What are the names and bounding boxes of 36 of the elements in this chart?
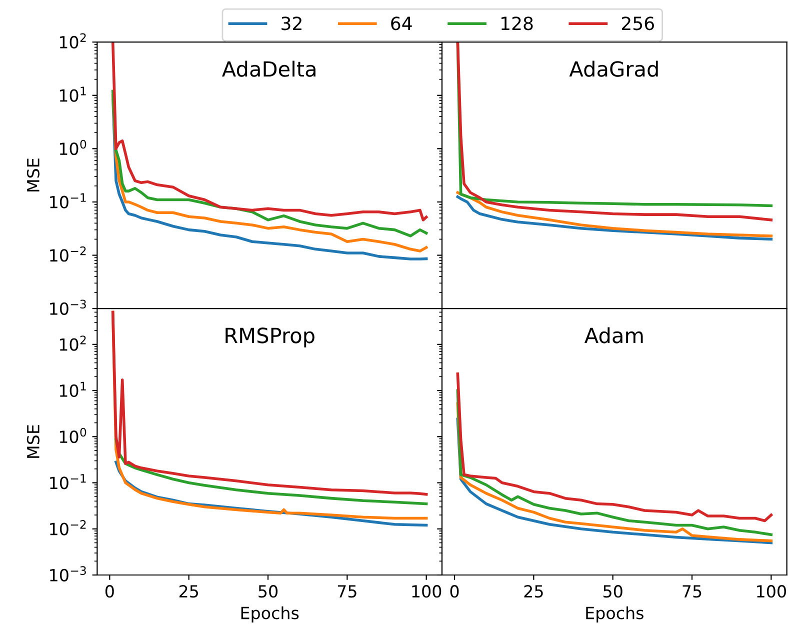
text: AdaGrad	[569, 60, 658, 77]
legend-label: 256	[622, 16, 654, 30]
x-tick-label: 50	[604, 585, 622, 598]
x-tick-label: 75	[682, 585, 702, 598]
x-tick-label: 25	[524, 585, 543, 598]
x-tick-label: 25	[179, 585, 198, 598]
y-tick-label: 10$^{−2}$	[50, 520, 86, 536]
x-axis-title: Epochs	[241, 606, 299, 623]
y-axis-title: MSE	[26, 158, 40, 192]
y-tick-label: 10$^{1}$	[60, 86, 86, 102]
text: RMSProp	[226, 328, 314, 348]
y-tick-label: 10$^{0}$	[60, 140, 86, 156]
y-tick-label: 10$^{0}$	[60, 428, 86, 444]
x-tick-label: 100	[757, 585, 786, 598]
text: AdaDelta	[222, 60, 316, 77]
x-tick-label: 0	[450, 585, 459, 598]
y-tick-label: 10$^{−2}$	[50, 246, 86, 262]
line-series	[111, 42, 428, 222]
x-tick-label: 0	[105, 585, 114, 598]
y-tick-label: 10$^{1}$	[60, 382, 86, 397]
y-tick-label: 10$^{−1}$	[50, 193, 86, 208]
legend-label: 32	[282, 16, 302, 30]
y-tick-label: 10$^{2}$	[60, 336, 86, 351]
x-tick-label: 100	[412, 585, 442, 598]
y-tick-label: 10$^{−3}$	[50, 566, 86, 582]
x-tick-label: 75	[338, 585, 356, 598]
x-tick-label: 50	[258, 585, 278, 598]
y-tick-label: 10$^{2}$	[60, 33, 86, 49]
line-series	[114, 438, 428, 506]
text: Adam	[584, 327, 643, 344]
y-tick-label: 10$^{−1}$	[50, 474, 86, 490]
y-axis-title: MSE	[26, 425, 40, 458]
x-axis-title: Epochs	[586, 606, 644, 623]
legend-label: 64	[391, 16, 412, 30]
legend-label: 128	[502, 16, 533, 30]
y-tick-label: 10$^{−3}$	[50, 300, 86, 315]
